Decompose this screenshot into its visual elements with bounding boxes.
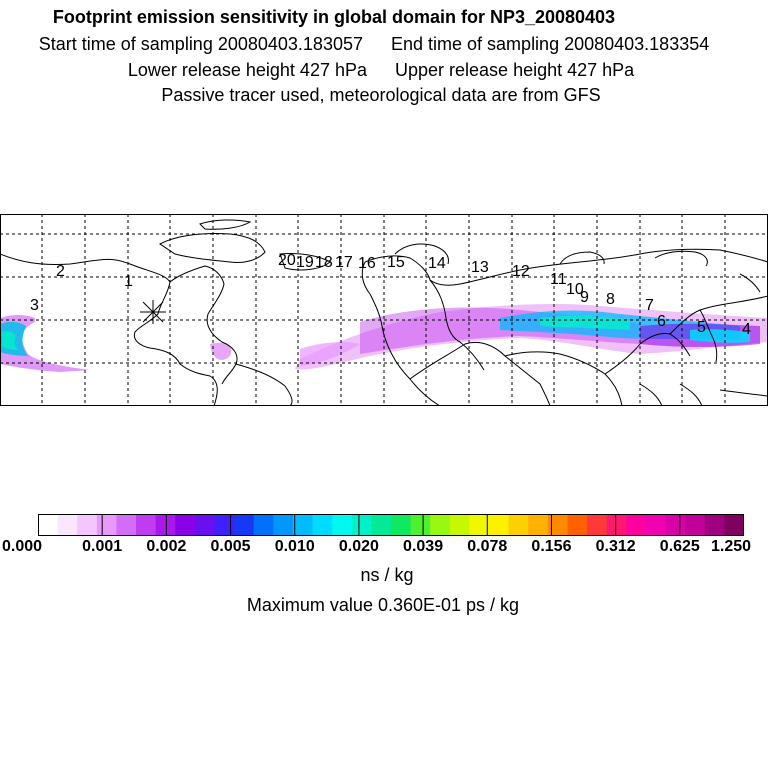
colorbar-cell xyxy=(606,514,627,536)
day-label: 12 xyxy=(512,263,530,280)
colorbar-tick-label: 0.010 xyxy=(274,538,315,555)
colorbar-cell xyxy=(234,514,255,536)
colorbar-tick-label: 0.020 xyxy=(338,538,379,555)
day-label: 13 xyxy=(471,259,489,276)
colorbar-cell xyxy=(528,514,549,536)
colorbar-cell xyxy=(547,514,569,536)
colorbar-tick-label: 0.156 xyxy=(531,538,572,555)
tracer-note: Passive tracer used, meteorological data… xyxy=(161,85,601,105)
colorbar-cell xyxy=(489,514,510,536)
colorbar-cell xyxy=(116,514,137,536)
colorbar-cell xyxy=(351,514,372,536)
colorbar-cell xyxy=(77,514,98,536)
day-label: 4 xyxy=(742,321,751,338)
colorbar-tick-label: 0.625 xyxy=(659,538,700,555)
day-label: 5 xyxy=(697,319,706,336)
colorbar-cell xyxy=(292,514,314,536)
colorbar-tick-label: 0.000 xyxy=(1,538,43,555)
colorbar xyxy=(38,514,744,536)
colorbar-cell xyxy=(38,514,59,536)
day-label: 6 xyxy=(657,313,666,330)
day-label: 8 xyxy=(606,291,615,308)
day-label: 14 xyxy=(428,255,446,272)
day-label: 16 xyxy=(358,255,376,272)
colorbar-cell xyxy=(645,514,667,536)
map-title: Footprint emission sensitivity in global… xyxy=(52,7,616,27)
colorbar-cell xyxy=(175,514,196,536)
colorbar-tick-label: 1.250 xyxy=(710,538,752,555)
upper-release-text: Upper release height 427 hPa xyxy=(395,60,635,80)
colorbar-cell xyxy=(391,514,412,536)
day-label: 3 xyxy=(30,297,39,314)
start-sampling-text: Start time of sampling 20080403.183057 xyxy=(38,34,363,54)
colorbar-cell xyxy=(57,514,78,536)
colorbar-cell xyxy=(410,514,431,536)
colorbar-cell xyxy=(312,514,333,536)
colorbar-cell xyxy=(587,514,608,536)
day-label: 15 xyxy=(387,254,405,271)
colorbar-cell xyxy=(96,514,118,536)
day-label: 19 xyxy=(296,254,314,271)
day-label: 20 xyxy=(278,252,296,269)
colorbar-cell xyxy=(332,514,353,536)
colorbar-cell xyxy=(685,514,706,536)
colorbar-unit: ns / kg xyxy=(360,565,414,585)
release-site-marker xyxy=(140,300,166,324)
colorbar-cell xyxy=(430,514,451,536)
colorbar-tick-label: 0.005 xyxy=(210,538,251,555)
colorbar-cell xyxy=(704,514,725,536)
colorbar-tick-label: 0.002 xyxy=(146,538,187,555)
colorbar-cell xyxy=(724,514,744,536)
day-label: 9 xyxy=(580,289,589,306)
colorbar-cell xyxy=(665,514,686,536)
sampling-times: Start time of sampling 20080403.183057 En… xyxy=(0,33,758,55)
lat-lon-grid xyxy=(0,214,768,406)
colorbar-cell xyxy=(194,514,216,536)
day-label: 1 xyxy=(124,273,133,290)
release-heights: Lower release height 427 hPa Upper releas… xyxy=(0,59,765,81)
colorbar-tick-label: 0.001 xyxy=(82,538,123,555)
colorbar-cell xyxy=(626,514,647,536)
day-label: 17 xyxy=(335,254,353,271)
day-label: 18 xyxy=(315,254,333,271)
maximum-value: Maximum value 0.360E-01 ps / kg xyxy=(246,595,520,615)
day-label: 11 xyxy=(550,271,567,288)
colorbar-tick-label: 0.078 xyxy=(467,538,508,555)
colorbar-cell xyxy=(371,514,392,536)
colorbar-tick-label: 0.312 xyxy=(595,538,636,555)
colorbar-cell xyxy=(155,514,176,536)
day-label: 10 xyxy=(566,281,584,298)
colorbar-cell xyxy=(508,514,529,536)
colorbar-cell xyxy=(567,514,588,536)
colorbar-cell xyxy=(214,514,235,536)
day-label: 2 xyxy=(56,263,65,280)
colorbar-cell xyxy=(253,514,274,536)
colorbar-tick-label: 0.039 xyxy=(403,538,444,555)
lower-release-text: Lower release height 427 hPa xyxy=(127,60,367,80)
end-sampling-text: End time of sampling 20080403.183354 xyxy=(391,34,710,54)
day-label: 7 xyxy=(645,297,654,314)
colorbar-cell xyxy=(469,514,490,536)
colorbar-cell xyxy=(449,514,471,536)
colorbar-cell xyxy=(136,514,157,536)
colorbar-cell xyxy=(273,514,294,536)
